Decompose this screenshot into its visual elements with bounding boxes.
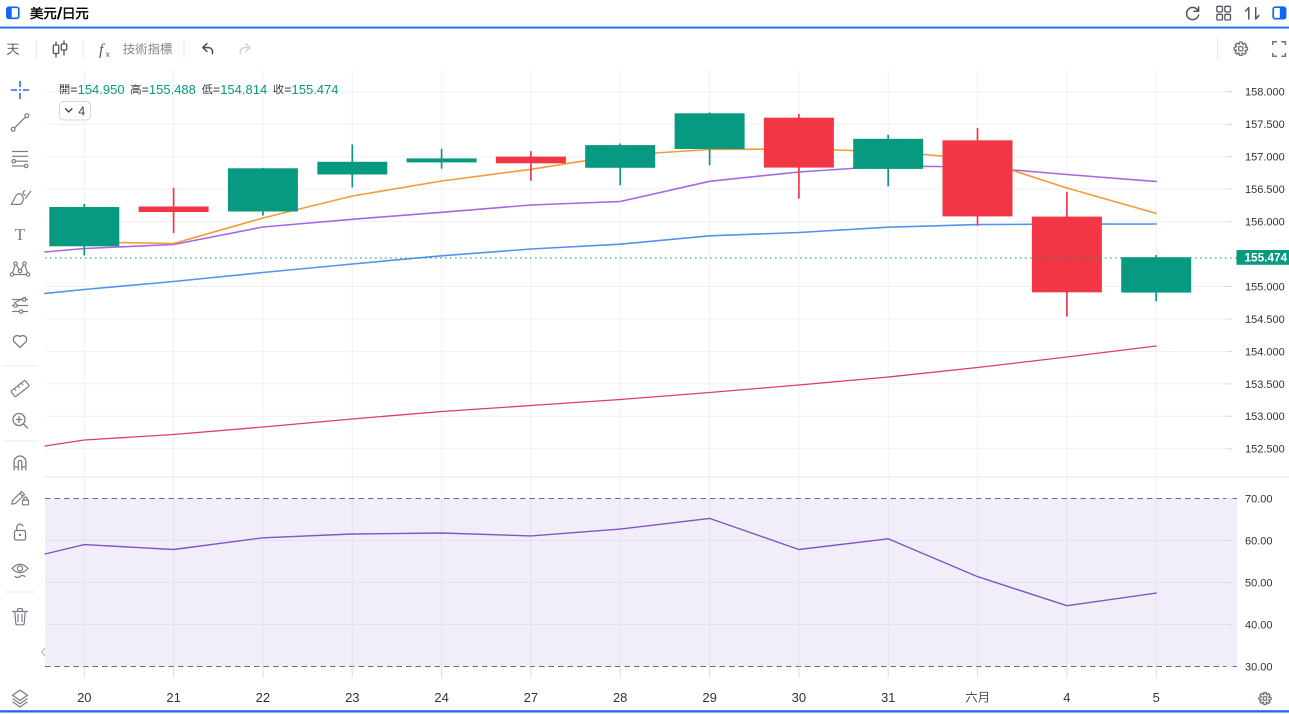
svg-text:f: f	[99, 42, 106, 59]
svg-text:153.000: 153.000	[1245, 411, 1285, 423]
svg-text:154.500: 154.500	[1245, 314, 1285, 326]
svg-text:156.000: 156.000	[1245, 217, 1285, 229]
svg-text:=: =	[213, 83, 220, 97]
svg-text:155.474: 155.474	[292, 82, 339, 97]
svg-text:155.000: 155.000	[1245, 281, 1285, 293]
svg-text:=: =	[142, 83, 149, 97]
svg-text:156.500: 156.500	[1245, 184, 1285, 196]
svg-text:157.000: 157.000	[1245, 152, 1285, 164]
svg-text:T: T	[15, 225, 26, 244]
svg-text:158.000: 158.000	[1245, 87, 1285, 99]
svg-text:154.814: 154.814	[220, 82, 267, 97]
svg-text:152.500: 152.500	[1245, 444, 1285, 456]
svg-text:154.950: 154.950	[78, 82, 125, 97]
svg-text:24: 24	[434, 690, 448, 705]
svg-text:60.00: 60.00	[1245, 535, 1273, 547]
svg-text:21: 21	[166, 690, 180, 705]
svg-text:29: 29	[702, 690, 716, 705]
svg-text:5: 5	[1153, 690, 1160, 705]
svg-text:=: =	[70, 83, 77, 97]
svg-text:31: 31	[881, 690, 895, 705]
svg-text:30: 30	[792, 690, 806, 705]
svg-text:155.488: 155.488	[149, 82, 196, 97]
svg-text:x: x	[106, 49, 111, 59]
svg-text:154.000: 154.000	[1245, 346, 1285, 358]
svg-text:=: =	[284, 83, 291, 97]
svg-text:22: 22	[256, 690, 270, 705]
svg-text:157.500: 157.500	[1245, 119, 1285, 131]
svg-text:23: 23	[345, 690, 359, 705]
svg-text:70.00: 70.00	[1245, 493, 1273, 505]
svg-text:30.00: 30.00	[1245, 661, 1273, 673]
svg-text:20: 20	[77, 690, 91, 705]
svg-text:4: 4	[1063, 690, 1070, 705]
svg-text:155.474: 155.474	[1245, 250, 1288, 264]
svg-text:28: 28	[613, 690, 627, 705]
svg-text:40.00: 40.00	[1245, 619, 1273, 631]
svg-text:153.500: 153.500	[1245, 379, 1285, 391]
svg-text:27: 27	[524, 690, 538, 705]
svg-text:50.00: 50.00	[1245, 577, 1273, 589]
svg-text:4: 4	[78, 105, 85, 119]
